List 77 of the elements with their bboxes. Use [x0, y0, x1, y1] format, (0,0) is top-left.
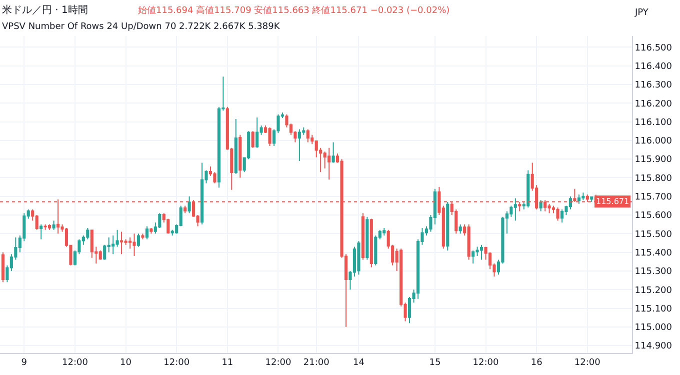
candlestick: [1, 252, 4, 283]
x-tick-label: 12:00: [472, 358, 499, 368]
candlestick: [357, 240, 360, 276]
y-tick-label: 115.900: [634, 155, 672, 166]
candlestick: [238, 134, 242, 178]
candlestick: [328, 147, 331, 180]
candlestick: [539, 200, 542, 212]
candlestick: [480, 244, 484, 260]
candlestick: [200, 162, 204, 225]
x-tick-label: 21:00: [303, 358, 330, 368]
x-tick-label: 9: [21, 358, 28, 368]
x-tick-label: 14: [352, 358, 365, 368]
candlestick: [120, 231, 124, 255]
candlestick: [514, 198, 517, 222]
y-tick-label: 115.600: [634, 211, 672, 222]
y-tick-label: 116.500: [634, 43, 672, 54]
candlestick: [145, 226, 148, 240]
candlestick: [526, 170, 530, 208]
candlestick: [472, 250, 475, 264]
y-tick-label: 116.300: [634, 80, 672, 91]
y-tick-label: 115.100: [634, 304, 672, 314]
candlestick: [332, 142, 335, 164]
x-tick-label: 15: [429, 358, 441, 368]
candlestick: [132, 233, 136, 257]
candlestick: [188, 196, 191, 214]
candlestick: [136, 233, 140, 248]
candlestick: [48, 224, 52, 230]
y-tick-label: 116.100: [634, 118, 672, 128]
x-tick-label: 16: [530, 358, 543, 368]
y-tick-label: 114.900: [634, 342, 672, 352]
x-tick-label: 12:00: [62, 358, 88, 368]
y-tick-label: 115.500: [634, 230, 672, 240]
candlestick: [256, 116, 259, 148]
x-tick-label: 12:00: [574, 358, 601, 368]
candlestick: [370, 218, 373, 268]
x-tick-label: 10: [120, 358, 132, 368]
y-tick-label: 115.300: [634, 267, 672, 278]
candlestick: [150, 228, 153, 234]
text: 始値115.694 高値115.709 安値115.663 終値115.671 −0.023 (−0.02%): [138, 5, 450, 16]
y-tick-label: 115.000: [634, 323, 672, 334]
candlestick: [234, 118, 238, 174]
y-tick-label: 115.400: [634, 248, 672, 258]
ref-line-label: 115.671: [596, 197, 630, 206]
candlestick: [560, 208, 564, 223]
y-tick-label: 115.800: [634, 174, 672, 184]
candlestick: [306, 128, 310, 143]
y-tick-label: 115.200: [634, 286, 672, 296]
candlestick: [582, 192, 585, 201]
y-tick-label: 116.200: [634, 99, 672, 110]
candlestick: [577, 194, 580, 204]
candlestick: [98, 250, 102, 260]
candlestick: [458, 224, 462, 234]
candlestick: [556, 207, 560, 222]
y-tick-label: 116.400: [634, 62, 672, 72]
candlestick: [184, 205, 187, 214]
x-tick-label: 12:00: [164, 358, 190, 368]
candlestick: [141, 233, 144, 240]
text: VPSV Number Of Rows 24 Up/Down 70 2.722K 2.667K 5.389K: [2, 22, 281, 32]
x-tick-label: 12:00: [265, 358, 292, 368]
candlestick: [268, 126, 272, 147]
candlestick: [251, 130, 254, 148]
candlestick: [361, 212, 364, 260]
candlestick: [446, 201, 450, 251]
candlestick: [467, 224, 470, 260]
candlestick: [52, 220, 56, 230]
candlestick: [366, 216, 369, 260]
candlestick: [298, 128, 301, 162]
text: JPY: [634, 8, 649, 18]
candlestick: [44, 224, 47, 230]
y-tick-label: 116.000: [634, 136, 672, 147]
candlestick: [590, 196, 594, 202]
candlestick: [40, 224, 43, 240]
x-tick-label: 11: [222, 358, 234, 368]
y-tick-label: 115.700: [634, 192, 672, 203]
chart-title: 米ドル／円 · 1時間: [2, 4, 88, 16]
candlestick: [548, 203, 551, 214]
candlestick: [382, 228, 386, 236]
